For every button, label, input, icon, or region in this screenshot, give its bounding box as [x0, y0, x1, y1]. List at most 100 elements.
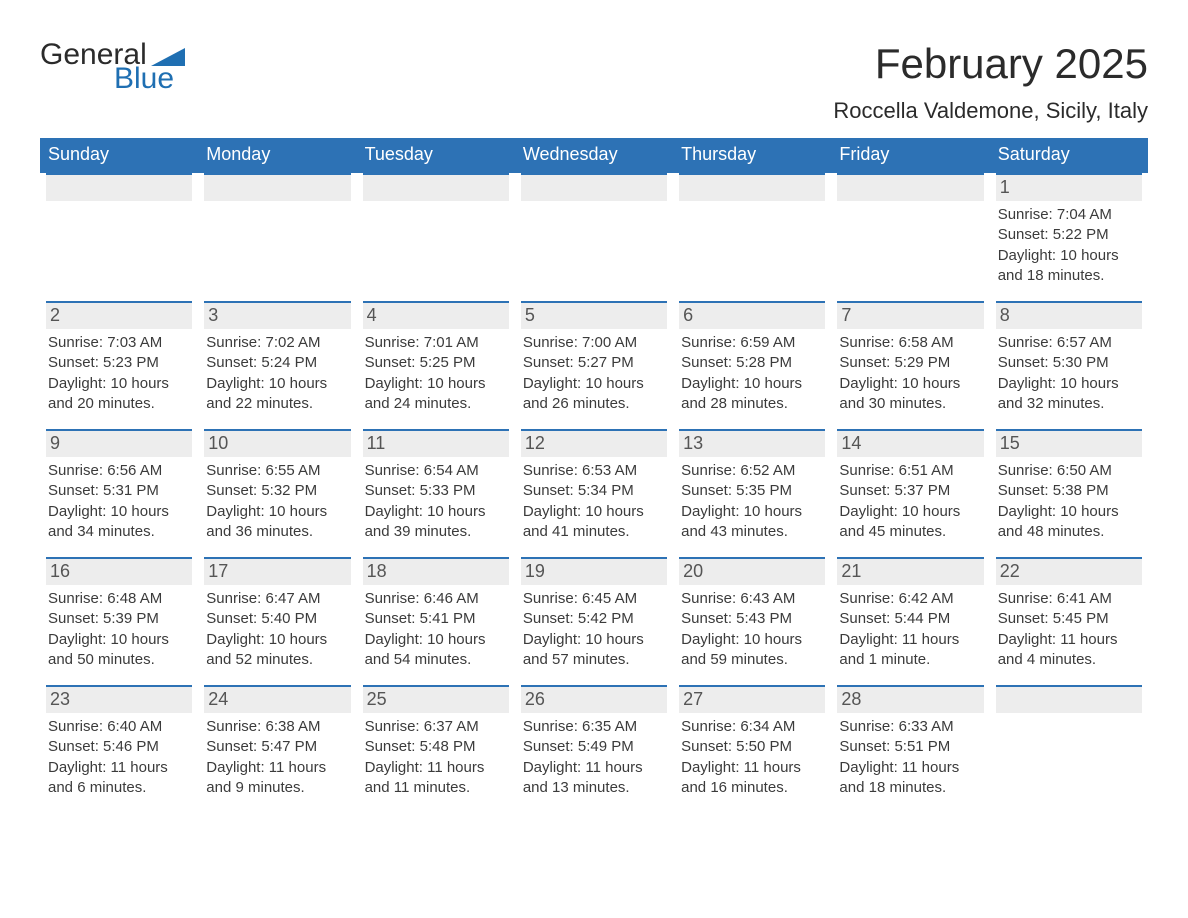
weekday-header-cell: Saturday [990, 138, 1148, 173]
day-cell: 3 Sunrise: 7:02 AMSunset: 5:24 PMDaylight… [198, 301, 356, 429]
day-number: 24 [204, 685, 350, 713]
day-number: 12 [521, 429, 667, 457]
day-cell: 7Sunrise: 6:58 AMSunset: 5:29 PMDaylight… [831, 301, 989, 429]
day-number [363, 173, 509, 201]
day-number: 26 [521, 685, 667, 713]
day-info: Sunrise: 7:02 AMSunset: 5:24 PMDaylight:… [204, 333, 350, 414]
day-info: Sunrise: 6:46 AMSunset: 5:41 PMDaylight:… [363, 589, 509, 670]
day-info: Sunrise: 6:40 AMSunset: 5:46 PMDaylight:… [46, 717, 192, 798]
day-number: 22 [996, 557, 1142, 585]
day-cell: 27 Sunrise: 6:34 AMSunset: 5:50 PMDayligh… [673, 685, 831, 813]
day-number: 27 [679, 685, 825, 713]
weekday-header-cell: Sunday [40, 138, 198, 173]
day-cell: 26 Sunrise: 6:35 AMSunset: 5:49 PMDayligh… [515, 685, 673, 813]
day-cell: 23 Sunrise: 6:40 AMSunset: 5:46 PMDayligh… [40, 685, 198, 813]
day-number: 10 [204, 429, 350, 457]
day-cell: 24 Sunrise: 6:38 AMSunset: 5:47 PMDayligh… [198, 685, 356, 813]
week-row: 23 Sunrise: 6:40 AMSunset: 5:46 PMDayligh… [40, 685, 1148, 813]
day-number: 6 [679, 301, 825, 329]
day-cell: 6 Sunrise: 6:59 AMSunset: 5:28 PMDaylight… [673, 301, 831, 429]
logo-word2: Blue [114, 64, 185, 94]
day-number: 8 [996, 301, 1142, 329]
day-cell: 18Sunrise: 6:46 AMSunset: 5:41 PMDayligh… [357, 557, 515, 685]
day-number: 9 [46, 429, 192, 457]
day-number: 20 [679, 557, 825, 585]
day-info: Sunrise: 6:52 AMSunset: 5:35 PMDaylight:… [679, 461, 825, 542]
day-cell: 9 Sunrise: 6:56 AMSunset: 5:31 PMDaylight… [40, 429, 198, 557]
day-info: Sunrise: 6:51 AMSunset: 5:37 PMDaylight:… [837, 461, 983, 542]
day-number [204, 173, 350, 201]
logo: General Blue [40, 40, 185, 94]
day-info: Sunrise: 6:34 AMSunset: 5:50 PMDaylight:… [679, 717, 825, 798]
day-number: 4 [363, 301, 509, 329]
day-cell: 21 Sunrise: 6:42 AMSunset: 5:44 PMDayligh… [831, 557, 989, 685]
day-info: Sunrise: 6:58 AMSunset: 5:29 PMDaylight:… [837, 333, 983, 414]
week-row: 1Sunrise: 7:04 AMSunset: 5:22 PMDaylight… [40, 173, 1148, 301]
day-cell: 28Sunrise: 6:33 AMSunset: 5:51 PMDayligh… [831, 685, 989, 813]
day-info: Sunrise: 6:56 AMSunset: 5:31 PMDaylight:… [46, 461, 192, 542]
day-number: 13 [679, 429, 825, 457]
day-info: Sunrise: 6:43 AMSunset: 5:43 PMDaylight:… [679, 589, 825, 670]
day-cell: 1Sunrise: 7:04 AMSunset: 5:22 PMDaylight… [990, 173, 1148, 301]
calendar: SundayMondayTuesdayWednesdayThursdayFrid… [40, 138, 1148, 813]
day-cell: 16 Sunrise: 6:48 AMSunset: 5:39 PMDayligh… [40, 557, 198, 685]
day-cell: 2Sunrise: 7:03 AMSunset: 5:23 PMDaylight… [40, 301, 198, 429]
day-cell [990, 685, 1148, 813]
day-number: 17 [204, 557, 350, 585]
day-number: 15 [996, 429, 1142, 457]
day-cell: 20 Sunrise: 6:43 AMSunset: 5:43 PMDayligh… [673, 557, 831, 685]
day-cell: 10 Sunrise: 6:55 AMSunset: 5:32 PMDayligh… [198, 429, 356, 557]
day-cell: 17 Sunrise: 6:47 AMSunset: 5:40 PMDayligh… [198, 557, 356, 685]
day-info: Sunrise: 6:54 AMSunset: 5:33 PMDaylight:… [363, 461, 509, 542]
day-cell: 15 Sunrise: 6:50 AMSunset: 5:38 PMDayligh… [990, 429, 1148, 557]
weekday-header-cell: Wednesday [515, 138, 673, 173]
day-info: Sunrise: 6:42 AMSunset: 5:44 PMDaylight:… [837, 589, 983, 670]
day-number: 14 [837, 429, 983, 457]
day-cell [673, 173, 831, 301]
day-cell: 11 Sunrise: 6:54 AMSunset: 5:33 PMDayligh… [357, 429, 515, 557]
weekday-header-cell: Tuesday [357, 138, 515, 173]
day-cell: 12 Sunrise: 6:53 AMSunset: 5:34 PMDayligh… [515, 429, 673, 557]
day-number [46, 173, 192, 201]
day-number: 3 [204, 301, 350, 329]
day-cell: 22 Sunrise: 6:41 AMSunset: 5:45 PMDayligh… [990, 557, 1148, 685]
day-number: 19 [521, 557, 667, 585]
weekday-header-cell: Friday [831, 138, 989, 173]
day-number: 23 [46, 685, 192, 713]
day-number [521, 173, 667, 201]
day-number: 21 [837, 557, 983, 585]
day-number: 16 [46, 557, 192, 585]
weekday-header-cell: Thursday [673, 138, 831, 173]
day-info: Sunrise: 6:48 AMSunset: 5:39 PMDaylight:… [46, 589, 192, 670]
day-cell [40, 173, 198, 301]
page-title: February 2025 [833, 40, 1148, 88]
day-number: 1 [996, 173, 1142, 201]
day-number [996, 685, 1142, 713]
day-cell: 5Sunrise: 7:00 AMSunset: 5:27 PMDaylight… [515, 301, 673, 429]
day-info: Sunrise: 6:50 AMSunset: 5:38 PMDaylight:… [996, 461, 1142, 542]
day-info: Sunrise: 6:38 AMSunset: 5:47 PMDaylight:… [204, 717, 350, 798]
day-cell: 25Sunrise: 6:37 AMSunset: 5:48 PMDayligh… [357, 685, 515, 813]
weekday-header-cell: Monday [198, 138, 356, 173]
day-info: Sunrise: 7:00 AMSunset: 5:27 PMDaylight:… [521, 333, 667, 414]
day-info: Sunrise: 6:47 AMSunset: 5:40 PMDaylight:… [204, 589, 350, 670]
day-info: Sunrise: 6:59 AMSunset: 5:28 PMDaylight:… [679, 333, 825, 414]
day-cell: 19Sunrise: 6:45 AMSunset: 5:42 PMDayligh… [515, 557, 673, 685]
day-info: Sunrise: 6:41 AMSunset: 5:45 PMDaylight:… [996, 589, 1142, 670]
location-label: Roccella Valdemone, Sicily, Italy [833, 98, 1148, 124]
day-cell: 14 Sunrise: 6:51 AMSunset: 5:37 PMDayligh… [831, 429, 989, 557]
day-info: Sunrise: 7:03 AMSunset: 5:23 PMDaylight:… [46, 333, 192, 414]
day-info: Sunrise: 6:57 AMSunset: 5:30 PMDaylight:… [996, 333, 1142, 414]
day-cell: 4 Sunrise: 7:01 AMSunset: 5:25 PMDaylight… [357, 301, 515, 429]
day-info: Sunrise: 6:53 AMSunset: 5:34 PMDaylight:… [521, 461, 667, 542]
day-cell: 8 Sunrise: 6:57 AMSunset: 5:30 PMDaylight… [990, 301, 1148, 429]
day-info: Sunrise: 6:35 AMSunset: 5:49 PMDaylight:… [521, 717, 667, 798]
day-info: Sunrise: 6:55 AMSunset: 5:32 PMDaylight:… [204, 461, 350, 542]
day-info: Sunrise: 7:01 AMSunset: 5:25 PMDaylight:… [363, 333, 509, 414]
week-row: 9 Sunrise: 6:56 AMSunset: 5:31 PMDaylight… [40, 429, 1148, 557]
day-number: 11 [363, 429, 509, 457]
day-number: 25 [363, 685, 509, 713]
day-cell [198, 173, 356, 301]
day-cell: 13 Sunrise: 6:52 AMSunset: 5:35 PMDayligh… [673, 429, 831, 557]
week-row: 2Sunrise: 7:03 AMSunset: 5:23 PMDaylight… [40, 301, 1148, 429]
